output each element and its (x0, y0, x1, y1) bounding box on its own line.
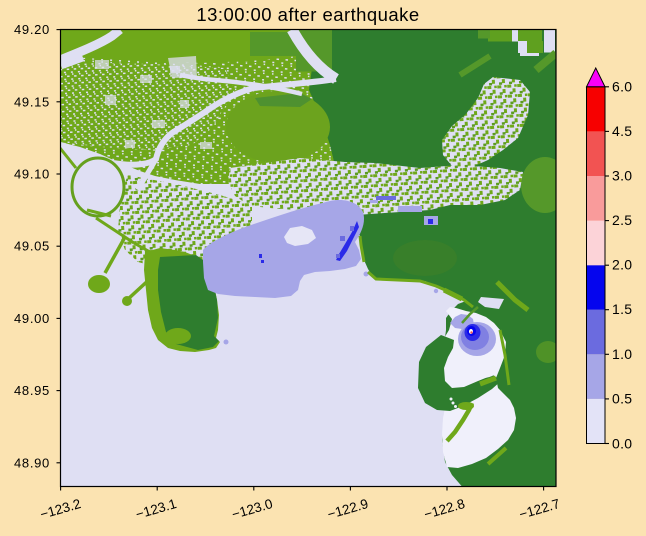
svg-text:0.0: 0.0 (612, 436, 632, 452)
svg-text:1.5: 1.5 (612, 301, 632, 317)
svg-text:−122.8: −122.8 (422, 496, 466, 522)
svg-text:6.0: 6.0 (612, 78, 632, 94)
svg-text:49.10: 49.10 (14, 167, 50, 182)
svg-text:48.90: 48.90 (14, 455, 50, 470)
svg-text:−123.1: −123.1 (134, 496, 178, 522)
svg-text:−122.9: −122.9 (326, 496, 370, 522)
svg-text:49.00: 49.00 (14, 311, 50, 326)
svg-text:49.15: 49.15 (14, 94, 50, 109)
svg-text:3.0: 3.0 (612, 168, 632, 184)
svg-text:2.0: 2.0 (612, 257, 632, 273)
svg-text:0.5: 0.5 (612, 390, 632, 406)
svg-text:−123.0: −123.0 (230, 496, 274, 522)
svg-text:4.5: 4.5 (612, 123, 632, 139)
svg-text:13:00:00 after earthquake: 13:00:00 after earthquake (196, 4, 419, 25)
svg-text:49.05: 49.05 (14, 239, 50, 254)
svg-text:1.0: 1.0 (612, 346, 632, 362)
svg-text:2.5: 2.5 (612, 212, 632, 228)
svg-text:49.20: 49.20 (14, 22, 50, 37)
svg-text:48.95: 48.95 (14, 383, 50, 398)
svg-text:−122.7: −122.7 (517, 496, 561, 522)
svg-text:−123.2: −123.2 (38, 496, 82, 522)
